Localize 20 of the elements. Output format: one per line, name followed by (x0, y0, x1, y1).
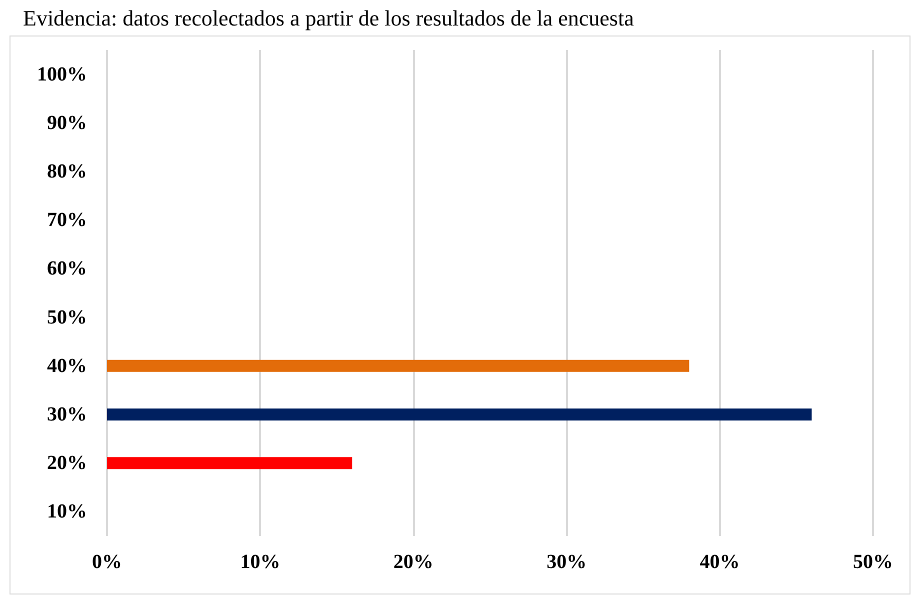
x-tick-label: 50% (853, 551, 893, 573)
bar (107, 457, 352, 470)
y-tick-label: 100% (37, 63, 87, 86)
bar (107, 360, 690, 372)
y-tick-label: 80% (47, 160, 87, 182)
y-tick-label: 40% (47, 354, 87, 377)
x-tick-label: 10% (240, 551, 280, 573)
y-tick-label: 50% (47, 306, 87, 328)
y-tick-label: 20% (47, 452, 87, 474)
y-tick-label: 60% (47, 258, 87, 280)
chart-title: Evidencia: datos recolectados a partir de los resultados de la encuesta (23, 6, 634, 30)
y-tick-label: 10% (47, 500, 87, 523)
y-tick-label: 70% (47, 209, 87, 232)
y-tick-label: 30% (47, 404, 87, 426)
x-tick-label: 40% (700, 551, 740, 573)
x-tick-label: 30% (546, 551, 587, 573)
bar (107, 408, 812, 420)
x-tick-label: 0% (92, 551, 122, 573)
x-tick-label: 20% (393, 551, 434, 573)
y-tick-label: 90% (47, 112, 87, 134)
